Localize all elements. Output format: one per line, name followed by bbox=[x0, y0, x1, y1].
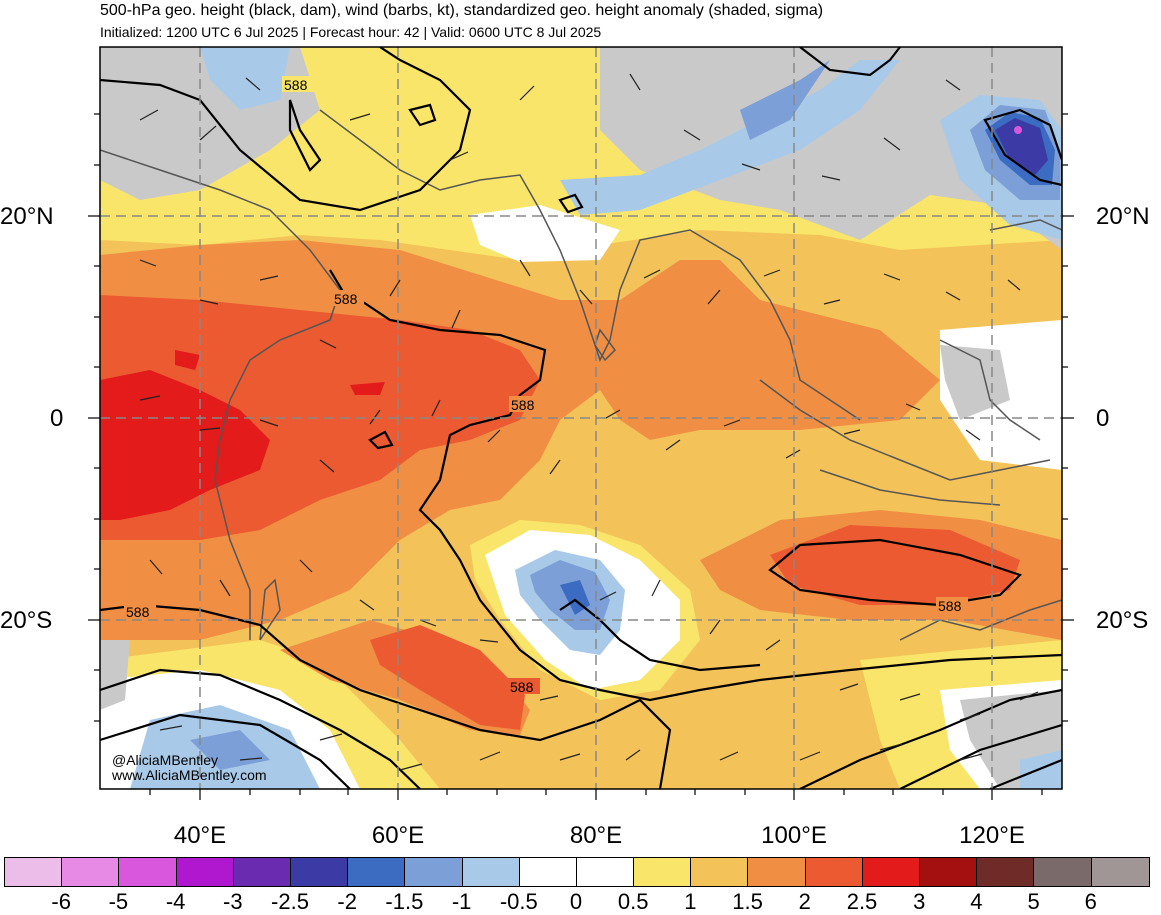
lon-label-100e: 100°E bbox=[761, 822, 827, 849]
colorbar-swatch bbox=[920, 858, 978, 886]
colorbar-tick-label: 0 bbox=[569, 889, 583, 914]
colorbar bbox=[4, 857, 1150, 887]
contour-label: 588 bbox=[511, 397, 535, 413]
colorbar-tick-label: 1 bbox=[684, 889, 697, 914]
map-title: 500-hPa geo. height (black, dam), wind (… bbox=[100, 2, 824, 19]
wind-barbs bbox=[139, 73, 1039, 771]
contour-label: 588 bbox=[510, 679, 534, 695]
colorbar-swatch bbox=[119, 858, 177, 886]
anomaly-shading bbox=[100, 47, 1062, 789]
colorbar-swatch bbox=[290, 858, 349, 886]
tick-marks bbox=[88, 113, 1074, 800]
colorbar-tick-label: 0.5 bbox=[617, 889, 649, 914]
colorbar-tick-label: -4 bbox=[165, 889, 186, 914]
colorbar-swatch bbox=[519, 858, 577, 886]
colorbar-swatch bbox=[691, 858, 749, 886]
colorbar-swatch bbox=[862, 858, 920, 886]
colorbar-swatch bbox=[462, 858, 520, 886]
colorbar-tick-label: -6 bbox=[51, 889, 71, 914]
contour-label-group: 588 588 588 588 588 588 bbox=[124, 76, 968, 695]
colorbar-tick-label: 4 bbox=[970, 889, 983, 914]
colorbar-swatch bbox=[176, 858, 234, 886]
lat-label-equator-left: 0 bbox=[50, 405, 64, 432]
colorbar-tick-label: -0.5 bbox=[499, 889, 538, 914]
colorbar-tick-label: -2.5 bbox=[271, 889, 309, 914]
colorbar-swatch bbox=[62, 858, 120, 886]
colorbar-swatch bbox=[977, 858, 1035, 886]
colorbar-swatch bbox=[748, 858, 806, 886]
contour-label: 588 bbox=[334, 291, 358, 307]
colorbar-swatch bbox=[805, 858, 863, 886]
colorbar-tick-label: 2.5 bbox=[846, 889, 878, 914]
colorbar-tick-label: -1.5 bbox=[385, 889, 424, 914]
colorbar-swatch bbox=[233, 858, 291, 886]
colorbar-tick-label: 2 bbox=[798, 889, 811, 914]
colorbar-tick-label: 3 bbox=[913, 889, 926, 914]
lon-label-60e: 60°E bbox=[371, 822, 425, 849]
colorbar-tick-label: 1.5 bbox=[732, 889, 763, 914]
credit-handle: @AliciaMBentley bbox=[112, 752, 219, 768]
lon-label-120e: 120°E bbox=[959, 822, 1025, 849]
lat-label-20s-right: 20°S bbox=[1096, 607, 1149, 634]
colorbar-tick-label: 6 bbox=[1084, 889, 1097, 914]
lon-label-40e: 40°E bbox=[173, 822, 227, 849]
contour-label: 588 bbox=[938, 598, 962, 614]
colorbar-tick-label: -5 bbox=[108, 889, 129, 914]
colorbar-swatch bbox=[1091, 858, 1149, 886]
colorbar-swatch bbox=[405, 858, 463, 886]
lat-label-equator-right: 0 bbox=[1096, 405, 1110, 432]
colorbar-tick-label: -1 bbox=[451, 889, 472, 914]
colorbar-swatch bbox=[634, 858, 692, 886]
contour-label: 588 bbox=[126, 604, 150, 620]
colorbar-tick-label: -2 bbox=[337, 889, 357, 914]
lat-label-20n-right: 20°N bbox=[1096, 203, 1150, 230]
credit-website: www.AliciaMBentley.com bbox=[112, 767, 267, 783]
contour-label: 588 bbox=[284, 77, 308, 93]
colorbar-swatch bbox=[576, 858, 635, 886]
map-subtitle: Initialized: 1200 UTC 6 Jul 2025 | Forec… bbox=[100, 24, 602, 40]
lat-label-20n-left: 20°N bbox=[0, 203, 54, 230]
grid-lines bbox=[100, 47, 1062, 789]
colorbar-tick-label: 5 bbox=[1027, 889, 1040, 914]
colorbar-swatch bbox=[1034, 858, 1092, 886]
colorbar-swatch bbox=[348, 858, 406, 886]
lon-label-80e: 80°E bbox=[569, 822, 623, 849]
colorbar-swatch bbox=[5, 858, 63, 886]
colorbar-tick-label: -3 bbox=[223, 889, 243, 914]
lat-label-20s-left: 20°S bbox=[0, 607, 53, 634]
